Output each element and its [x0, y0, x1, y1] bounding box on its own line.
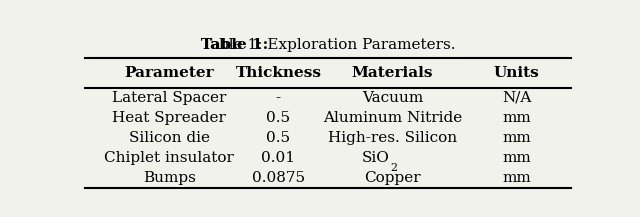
Text: mm: mm: [502, 151, 531, 165]
Text: Units: Units: [493, 66, 540, 80]
Text: Silicon die: Silicon die: [129, 131, 210, 145]
Text: Table 1: Exploration Parameters.: Table 1: Exploration Parameters.: [201, 38, 455, 52]
Text: 0.5: 0.5: [266, 131, 291, 145]
Text: N/A: N/A: [502, 91, 531, 105]
Text: mm: mm: [502, 171, 531, 185]
Text: Aluminum Nitride: Aluminum Nitride: [323, 111, 462, 125]
Text: mm: mm: [502, 131, 531, 145]
Text: 2: 2: [390, 163, 397, 173]
Text: Lateral Spacer: Lateral Spacer: [112, 91, 227, 105]
Text: High-res. Silicon: High-res. Silicon: [328, 131, 457, 145]
Text: Heat Spreader: Heat Spreader: [113, 111, 226, 125]
Text: Thickness: Thickness: [236, 66, 321, 80]
Text: 0.0875: 0.0875: [252, 171, 305, 185]
Text: mm: mm: [502, 111, 531, 125]
Text: Vacuum: Vacuum: [362, 91, 423, 105]
Text: -: -: [276, 91, 281, 105]
Text: SiO: SiO: [362, 151, 390, 165]
Text: 0.01: 0.01: [261, 151, 296, 165]
Text: Materials: Materials: [352, 66, 433, 80]
Text: 0.5: 0.5: [266, 111, 291, 125]
Text: Parameter: Parameter: [124, 66, 214, 80]
Text: Chiplet insulator: Chiplet insulator: [104, 151, 234, 165]
Text: Table 1:: Table 1:: [201, 38, 268, 52]
Text: Copper: Copper: [364, 171, 420, 185]
Text: Bumps: Bumps: [143, 171, 196, 185]
